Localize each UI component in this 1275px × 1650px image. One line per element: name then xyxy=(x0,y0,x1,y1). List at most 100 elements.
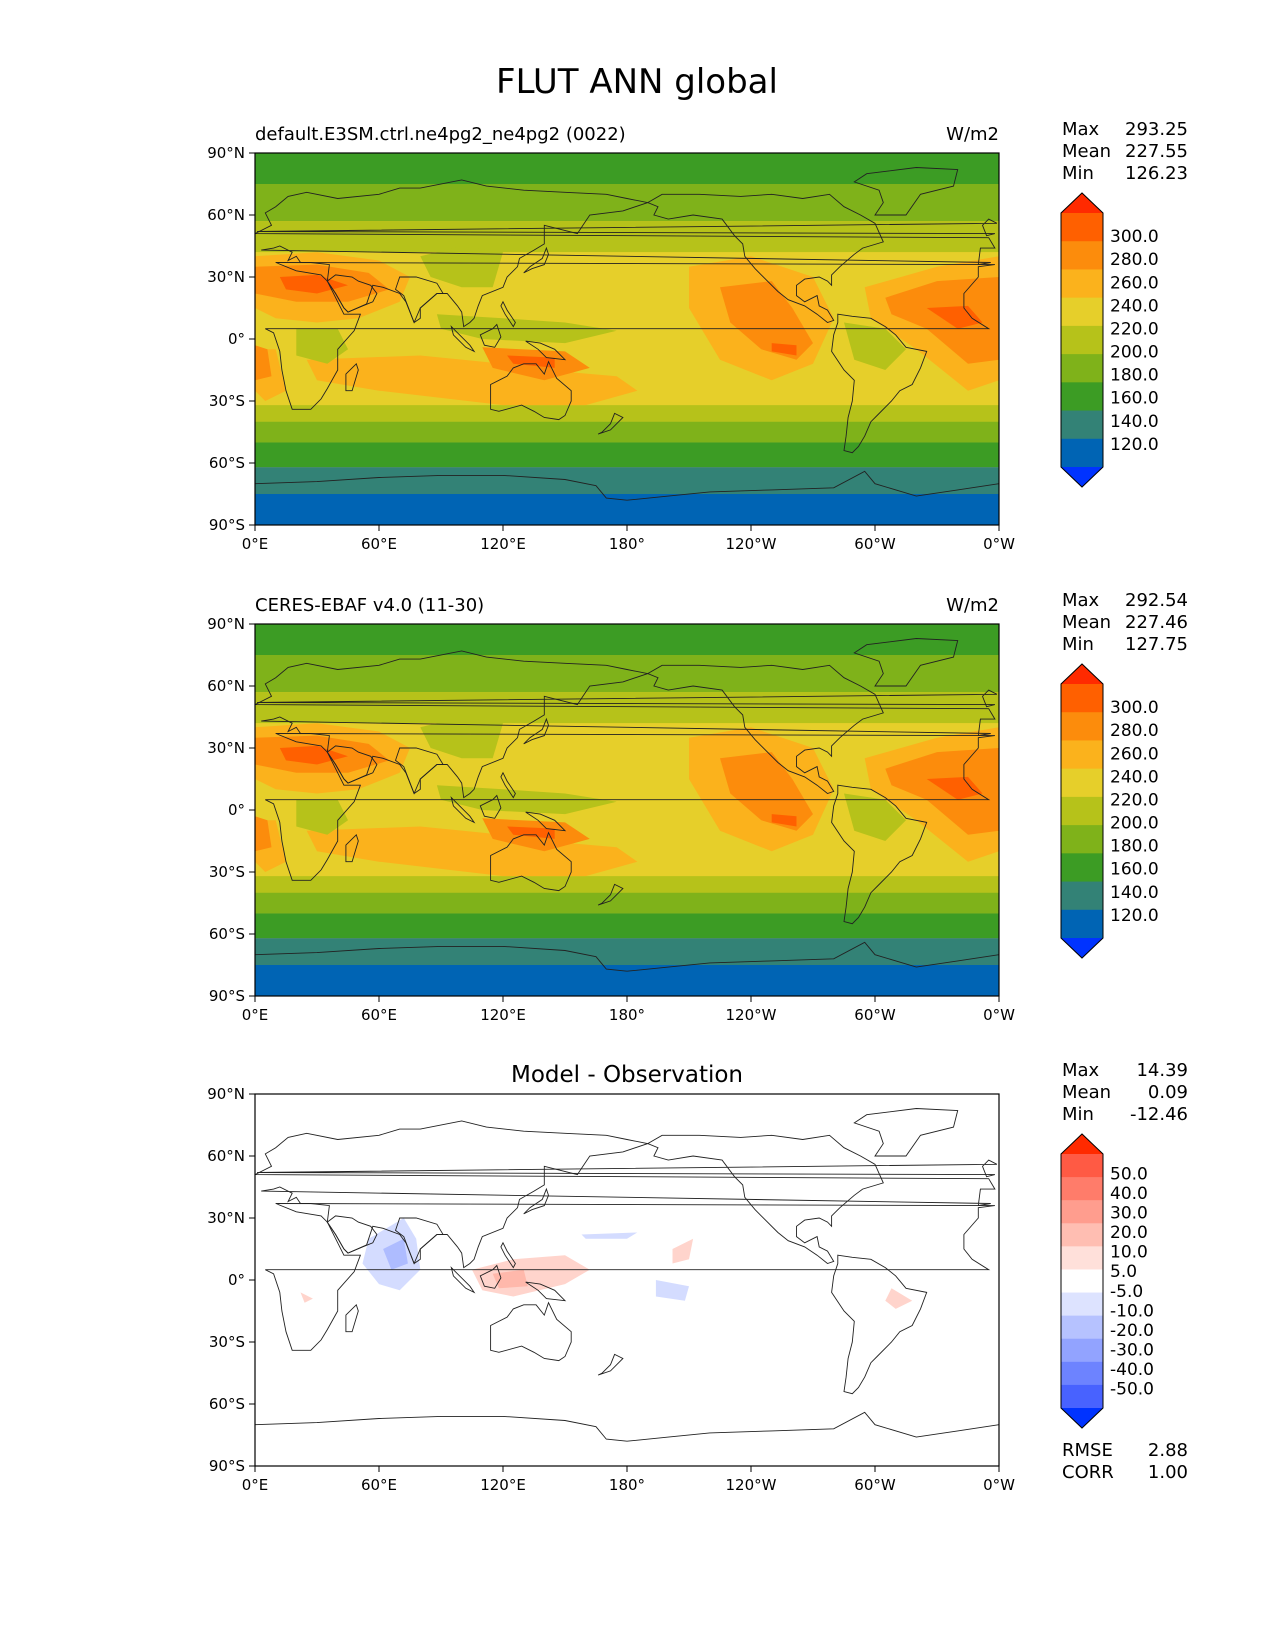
coastline-uk xyxy=(257,689,998,708)
colorbar-tick-label: -5.0 xyxy=(1110,1282,1143,1302)
contour-band xyxy=(255,494,999,525)
stat-label-min: Min xyxy=(1062,1104,1094,1125)
lat-tick-label: 90°S xyxy=(209,1457,245,1475)
stat-value-max: 292.54 xyxy=(1125,590,1188,611)
colorbar-tick-label: 20.0 xyxy=(1110,1223,1148,1243)
stat-label-mean: Mean xyxy=(1062,141,1111,162)
coastline-madagascar xyxy=(345,362,359,392)
coastline-arabia xyxy=(326,274,378,313)
anomaly-region xyxy=(672,1238,694,1264)
lon-tick-label: 180° xyxy=(609,1476,645,1494)
coastline-new-guinea xyxy=(525,811,567,832)
coastline-antarctica xyxy=(255,470,999,501)
map-area xyxy=(255,624,999,996)
colorbar-extend-min xyxy=(1061,1408,1103,1428)
colorbar-tick-label: -50.0 xyxy=(1110,1379,1154,1399)
colorbar-outline xyxy=(1060,663,1104,959)
stat-value-max: 293.25 xyxy=(1125,119,1188,140)
colorbar-segment xyxy=(1061,1269,1103,1294)
coastline-philippines xyxy=(500,1241,516,1269)
colorbar-segment xyxy=(1061,796,1103,826)
colorbar-segment xyxy=(1061,438,1103,468)
coastline-uk xyxy=(257,218,998,237)
coastline-africa xyxy=(265,262,995,410)
contour-region xyxy=(771,343,797,356)
coastline-japan xyxy=(523,1187,549,1215)
lat-tick-label: 90°N xyxy=(207,1085,245,1103)
contour-band xyxy=(255,184,999,222)
coastline-south-america xyxy=(831,1254,928,1395)
colorbar-segment xyxy=(1061,684,1103,713)
colorbar-tick-label: 140.0 xyxy=(1110,412,1159,432)
coastline-india xyxy=(394,747,444,795)
contour-band xyxy=(255,938,999,965)
stat-label-max: Max xyxy=(1062,1060,1100,1081)
lat-tick-label: 60°S xyxy=(209,925,245,943)
contour-band xyxy=(255,467,999,494)
contour-band xyxy=(255,442,999,468)
colorbar-tick-label: 220.0 xyxy=(1110,790,1159,810)
contour-region xyxy=(507,355,555,368)
anomaly-region xyxy=(655,1280,689,1301)
coastline-sumatra xyxy=(450,1266,476,1294)
panel-2: 90°N 60°N 30°N 0° 30°S 60°S 90°S0°E 60°E 120°E 18… xyxy=(207,590,1188,1024)
stat-label-mean: Mean xyxy=(1062,612,1111,633)
colorbar-tick-label: 140.0 xyxy=(1110,883,1159,903)
colorbar-tick-label: 30.0 xyxy=(1110,1204,1148,1224)
figure-title: FLUT ANN global xyxy=(496,62,778,102)
lat-tick-label: 60°N xyxy=(207,1147,245,1165)
stat-value-corr: 1.00 xyxy=(1148,1462,1188,1483)
colorbar-extend-max xyxy=(1061,193,1103,213)
coastline-japan xyxy=(523,246,549,274)
colorbar-tick-label: 280.0 xyxy=(1110,721,1159,741)
contour-band xyxy=(255,876,999,893)
contour-region xyxy=(255,816,272,852)
lat-tick-label: 60°S xyxy=(209,454,245,472)
lon-tick-label: 60°E xyxy=(361,1476,397,1494)
lon-tick-label: 0°E xyxy=(242,1476,269,1494)
coastline-uk xyxy=(257,1159,998,1178)
coastline-new-guinea xyxy=(525,340,567,361)
colorbar-segment xyxy=(1061,1223,1103,1247)
colorbar: 300.0 280.0 260.0 240.0 220.0 200.0 180.0 160.0… xyxy=(1060,192,1159,488)
colorbar-extend-min xyxy=(1061,938,1103,958)
contour-region xyxy=(926,776,983,800)
lon-tick-label: 60°E xyxy=(361,535,397,553)
contour-band xyxy=(255,624,999,655)
colorbar: 50.040.030.020.010.05.0-5.0-10.0-20.0-30… xyxy=(1060,1133,1154,1429)
contour-region xyxy=(720,752,813,831)
colorbar-segment xyxy=(1061,241,1103,270)
contour-band xyxy=(255,892,999,914)
coastline-madagascar xyxy=(345,833,359,863)
colorbar-segment xyxy=(1061,1200,1103,1224)
anomaly-region xyxy=(885,1288,913,1309)
coastline-india xyxy=(394,1217,444,1265)
contour-region xyxy=(926,305,983,329)
colorbar-tick-label: 5.0 xyxy=(1110,1262,1137,1282)
lon-tick-label: 0°E xyxy=(242,1006,269,1024)
panels: 90°N60°N30°N0°30°S60°S90°S0°E 60°E 120°E 18… xyxy=(207,119,1188,1494)
coastline-antarctica xyxy=(255,941,999,972)
colorbar: 300.0 280.0 260.0 240.0 220.0 200.0 180.0 160.0… xyxy=(1060,663,1159,959)
stat-label-corr: CORR xyxy=(1062,1462,1114,1483)
colorbar-tick-label: 200.0 xyxy=(1110,343,1159,363)
anomaly-region xyxy=(300,1292,313,1303)
coastline-new-guinea xyxy=(525,1281,567,1302)
stat-label-mean: Mean xyxy=(1062,1082,1111,1103)
coastline-north-america xyxy=(646,1134,884,1265)
contour-region xyxy=(885,277,999,364)
coastline-greenland xyxy=(853,167,959,216)
stat-value-max: 14.39 xyxy=(1136,1060,1188,1081)
colorbar-segment xyxy=(1061,853,1103,883)
contour-region xyxy=(296,799,348,835)
colorbar-tick-label: 220.0 xyxy=(1110,319,1159,339)
contour-region xyxy=(420,246,503,288)
lat-tick-label: 30°S xyxy=(209,392,245,410)
colorbar-tick-label: -10.0 xyxy=(1110,1301,1154,1321)
lon-tick-label: 120°W xyxy=(726,1476,777,1494)
colorbar-tick-label: 180.0 xyxy=(1110,837,1159,857)
lon-tick-label: 0°W xyxy=(983,535,1015,553)
colorbar-tick-label: 160.0 xyxy=(1110,389,1159,409)
map-background xyxy=(255,1094,999,1466)
stat-value-mean: 227.46 xyxy=(1125,612,1188,633)
